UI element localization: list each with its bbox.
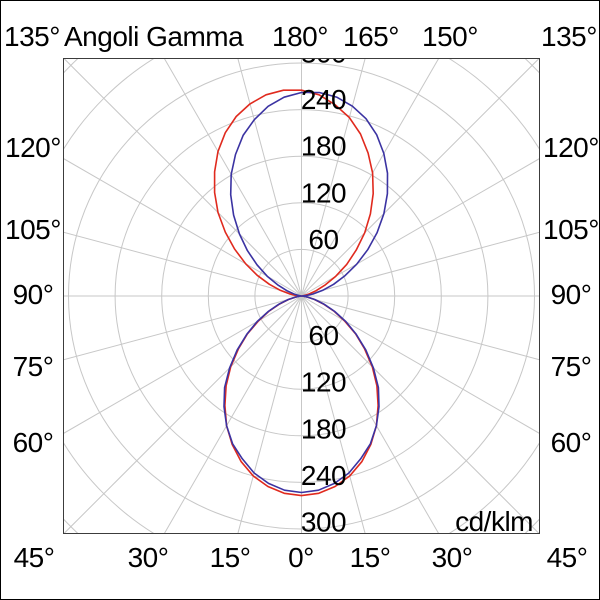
radial-tick-label-upper: 240	[301, 84, 346, 115]
grid-ray	[301, 158, 539, 297]
gamma-angle-label-top: 135°	[4, 21, 60, 52]
gamma-angle-label-right: 60°	[550, 427, 592, 458]
grid-ray	[64, 295, 302, 533]
gamma-angle-label-right: 90°	[550, 279, 592, 310]
grid-ray	[301, 295, 539, 434]
gamma-angle-label-right: 75°	[550, 351, 592, 382]
radial-tick-label-upper: 180	[301, 131, 346, 162]
radial-unit-label: cd/klm	[455, 506, 533, 537]
radial-tick-label-upper: 120	[301, 177, 346, 208]
gamma-angle-label-bottom: 30°	[431, 542, 473, 573]
radial-tick-label-lower: 180	[301, 413, 346, 444]
gamma-angle-label-left: 90°	[12, 279, 54, 310]
gamma-angle-label-bottom: 0°	[288, 542, 314, 573]
radial-tick-label-lower: 300	[301, 507, 346, 534]
grid-ray	[64, 295, 302, 361]
grid-ray	[301, 295, 439, 533]
radial-tick-label-lower: 240	[301, 460, 346, 491]
gamma-angle-label-top: 180°	[272, 21, 328, 52]
gamma-angle-label-left: 75°	[12, 351, 54, 382]
grid-ray	[237, 295, 302, 533]
grid-ray	[237, 59, 302, 297]
grid-ray	[64, 231, 302, 297]
blue-curve	[223, 91, 389, 494]
gamma-angle-label-right: 120°	[543, 132, 599, 163]
grid-ray	[301, 295, 539, 533]
gamma-angle-label-left: 120°	[5, 132, 61, 163]
gamma-angle-label-bottom: 15°	[349, 542, 391, 573]
grid-ray	[64, 59, 302, 297]
gamma-angle-label-left: 105°	[5, 214, 61, 245]
radial-tick-label-lower: 120	[301, 367, 346, 398]
radial-tick-label-upper: 60	[308, 224, 338, 255]
gamma-angle-label-bottom: 15°	[209, 542, 251, 573]
grid-ray	[301, 231, 539, 297]
polar-grid-canvas: 60 60 120 120 180 180 240 240 300 300	[64, 59, 539, 533]
radial-tick-label-upper: 300	[301, 59, 346, 69]
gamma-angle-label-bottom: 30°	[127, 542, 169, 573]
radial-tick-label-lower: 60	[308, 320, 338, 351]
grid-ray	[301, 295, 366, 533]
gamma-angle-label-bottom: 45°	[13, 542, 55, 573]
grid-ray	[164, 59, 302, 297]
gamma-angle-label-top: 135°	[541, 21, 597, 52]
gamma-angle-label-top: 150°	[422, 21, 478, 52]
grid-ray	[64, 158, 302, 297]
grid-ray	[64, 295, 302, 434]
grid-ray	[301, 59, 439, 297]
grid-ray	[301, 59, 539, 297]
grid-ray	[301, 295, 539, 361]
gamma-angle-label-bottom: 45°	[546, 542, 588, 573]
chart-title: Angoli Gamma	[64, 21, 244, 52]
gamma-angle-label-left: 60°	[12, 427, 54, 458]
gamma-angle-label-right: 105°	[543, 214, 599, 245]
gamma-angle-label-top: 165°	[343, 21, 399, 52]
grid-ray	[164, 295, 302, 533]
grid-ray	[301, 59, 366, 297]
polar-plot-area: 60 60 120 120 180 180 240 240 300 300	[63, 58, 540, 534]
